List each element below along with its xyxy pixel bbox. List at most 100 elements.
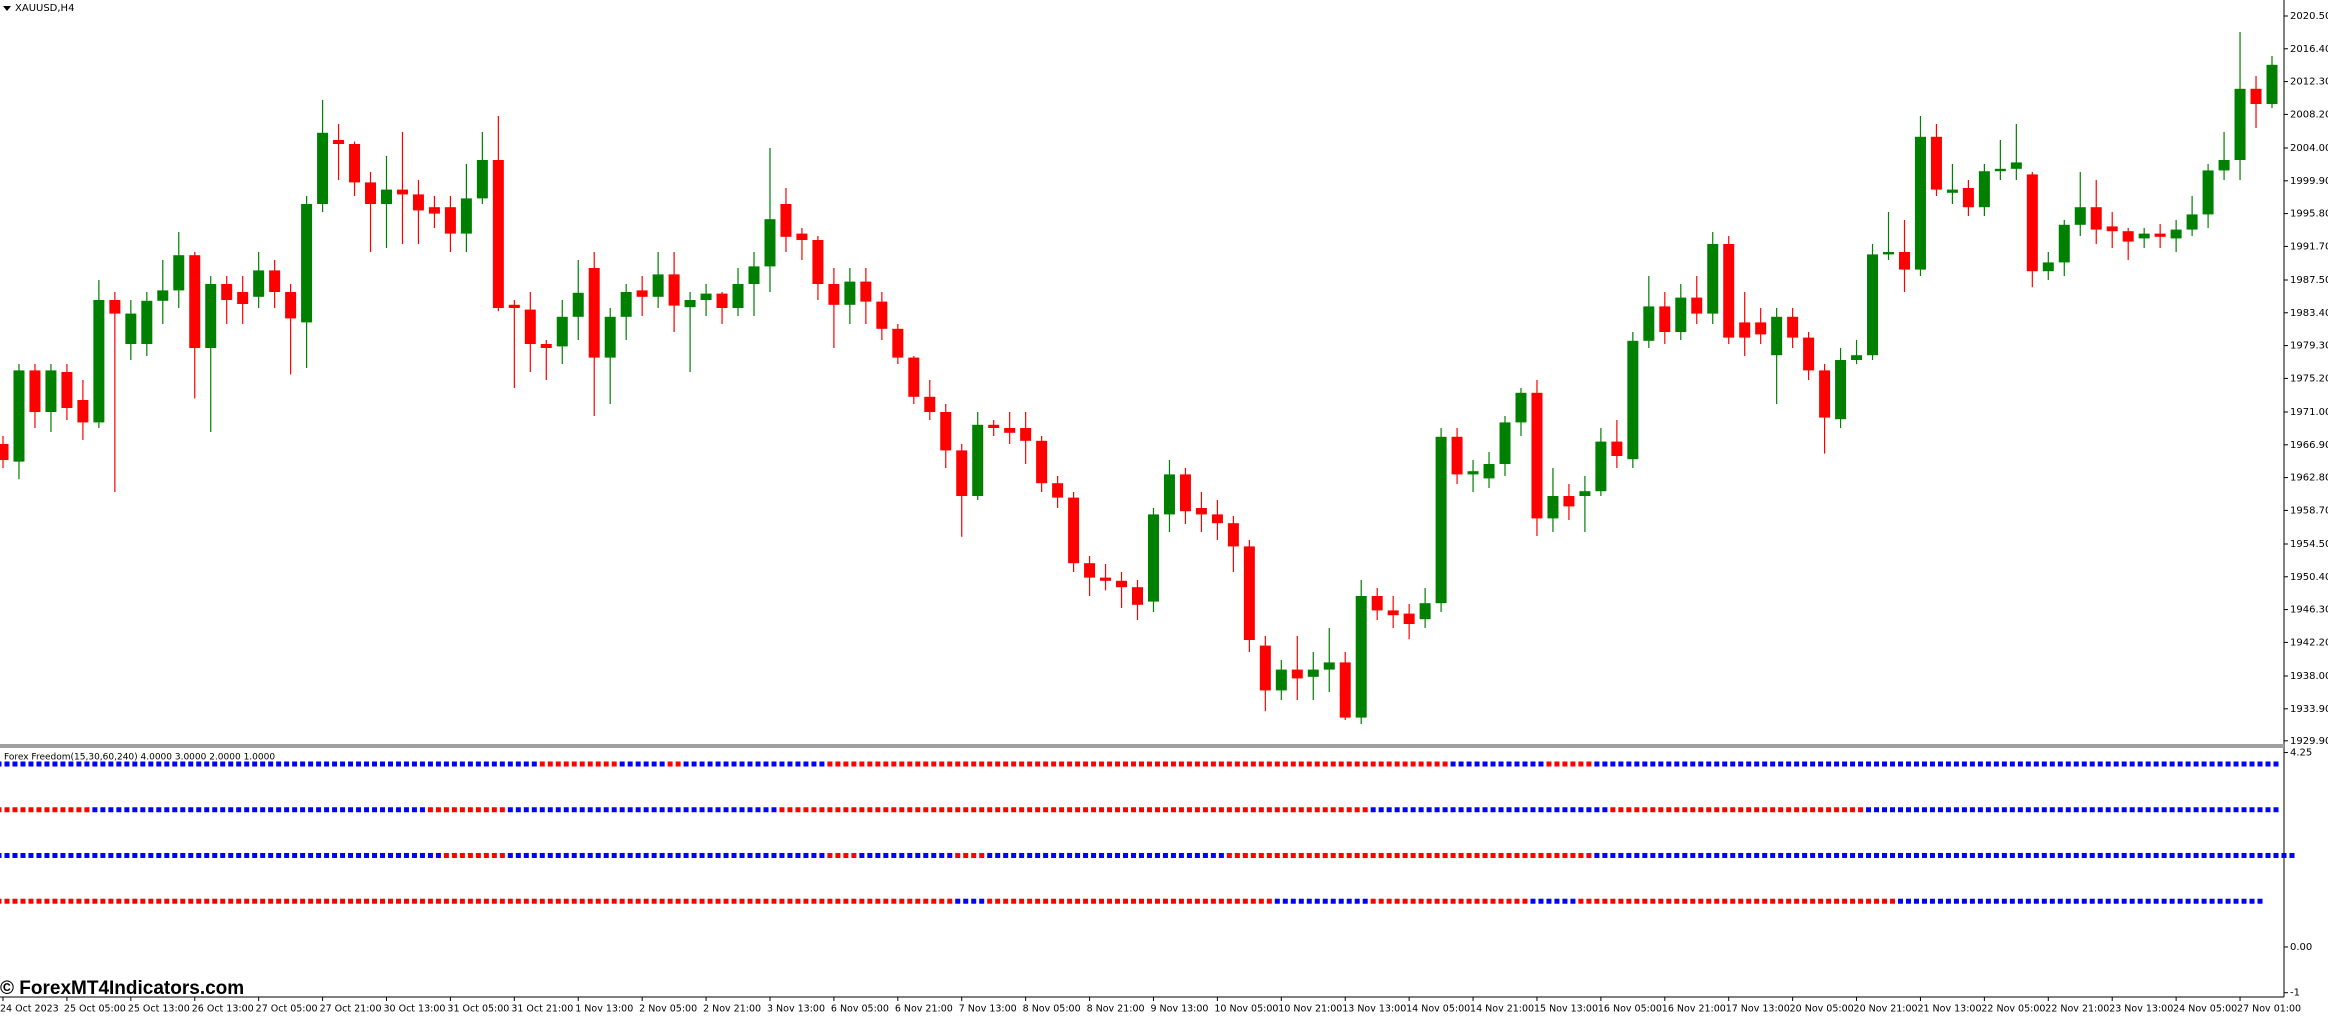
indicator-dot xyxy=(587,898,593,904)
indicator-dot xyxy=(1658,761,1664,767)
indicator-dot xyxy=(2097,761,2103,767)
indicator-dot xyxy=(1969,898,1975,904)
indicator-dot xyxy=(356,898,362,904)
candle-body xyxy=(524,309,536,344)
indicator-dot xyxy=(2025,852,2031,858)
y-tick-label: 1979.30 xyxy=(2290,341,2328,352)
indicator-dot xyxy=(1818,761,1824,767)
indicator-dot xyxy=(1338,761,1344,767)
indicator-dot xyxy=(411,761,417,767)
indicator-dot xyxy=(1218,761,1224,767)
indicator-dot xyxy=(1498,852,1504,858)
indicator-dot xyxy=(875,898,881,904)
indicator-dot xyxy=(332,852,338,858)
indicator-dot xyxy=(308,852,314,858)
indicator-dot xyxy=(995,761,1001,767)
indicator-dot xyxy=(403,852,409,858)
indicator-dot xyxy=(1578,761,1584,767)
y-tick-label: 1938.00 xyxy=(2290,671,2328,682)
indicator-dot xyxy=(348,898,354,904)
indicator-dot xyxy=(1674,807,1680,813)
indicator-dot xyxy=(827,898,833,904)
indicator-dot xyxy=(292,761,298,767)
indicator-dot xyxy=(1402,852,1408,858)
candle-body xyxy=(1627,340,1639,460)
y-tick-label: 1995.80 xyxy=(2290,209,2328,220)
indicator-dot xyxy=(1282,898,1288,904)
indicator-dot xyxy=(124,852,130,858)
indicator-dot xyxy=(947,761,953,767)
indicator-dot xyxy=(1266,807,1272,813)
indicator-dot xyxy=(611,761,617,767)
indicator-dot xyxy=(1929,761,1935,767)
indicator-dot xyxy=(499,852,505,858)
indicator-dot xyxy=(1714,807,1720,813)
candle-body xyxy=(237,292,249,304)
indicator-dot xyxy=(939,807,945,813)
indicator-dot xyxy=(1794,852,1800,858)
indicator-dot xyxy=(2209,761,2215,767)
candle-body xyxy=(1036,440,1048,484)
indicator-dot xyxy=(923,852,929,858)
indicator-dot xyxy=(691,761,697,767)
indicator-dot xyxy=(1107,852,1113,858)
indicator-dot xyxy=(1027,852,1033,858)
indicator-dot xyxy=(379,807,385,813)
menu-arrow[interactable] xyxy=(3,6,11,11)
indicator-dot xyxy=(268,807,274,813)
indicator-dot xyxy=(779,898,785,904)
indicator-dot xyxy=(324,807,330,813)
panel-separator xyxy=(0,744,2284,748)
indicator-dot xyxy=(2217,898,2223,904)
indicator-dot xyxy=(1945,898,1951,904)
indicator-dot xyxy=(1378,852,1384,858)
indicator-dot xyxy=(563,807,569,813)
indicator-dot xyxy=(132,761,138,767)
indicator-dot xyxy=(555,852,561,858)
indicator-dot xyxy=(324,852,330,858)
indicator-dot xyxy=(2145,807,2151,813)
indicator-dot xyxy=(2065,807,2071,813)
candle-body xyxy=(1004,428,1016,433)
indicator-dot xyxy=(332,761,338,767)
indicator-dot xyxy=(1834,761,1840,767)
indicator-dot xyxy=(2265,807,2271,813)
x-tick-label: 14 Nov 05:00 xyxy=(1406,1004,1470,1015)
indicator-dot xyxy=(2033,898,2039,904)
indicator-dot xyxy=(715,807,721,813)
indicator-dot xyxy=(220,807,226,813)
candle-body xyxy=(1675,297,1687,332)
indicator-dot xyxy=(443,898,449,904)
indicator-dot xyxy=(875,807,881,813)
indicator-dot xyxy=(1234,852,1240,858)
indicator-dot xyxy=(2105,807,2111,813)
indicator-title: Forex Freedom(15,30,60,240) 4.0000 3.000… xyxy=(4,753,275,763)
indicator-dot xyxy=(755,898,761,904)
indicator-dot xyxy=(2177,898,2183,904)
indicator-dot xyxy=(1314,852,1320,858)
indicator-dot xyxy=(1977,898,1983,904)
indicator-dot xyxy=(1874,807,1880,813)
indicator-dot xyxy=(1146,807,1152,813)
indicator-dot xyxy=(20,898,26,904)
indicator-dot xyxy=(1091,898,1097,904)
indicator-dot xyxy=(1218,852,1224,858)
candle-body xyxy=(1914,136,1926,270)
candle-body xyxy=(2234,88,2246,160)
indicator-dot xyxy=(2153,898,2159,904)
y-tick-label: 4.25 xyxy=(2290,748,2312,759)
candle-body xyxy=(1803,337,1815,371)
indicator-dot xyxy=(2153,852,2159,858)
indicator-dot xyxy=(1842,898,1848,904)
indicator-dot xyxy=(2105,852,2111,858)
indicator-dot xyxy=(52,852,58,858)
indicator-dot xyxy=(164,761,170,767)
candle-body xyxy=(700,293,712,300)
indicator-dot xyxy=(811,807,817,813)
indicator-dot xyxy=(2153,761,2159,767)
indicator-dot xyxy=(2081,761,2087,767)
indicator-dot xyxy=(1905,807,1911,813)
indicator-dot xyxy=(1139,898,1144,904)
x-tick-label: 8 Nov 21:00 xyxy=(1087,1004,1145,1015)
candle-body xyxy=(668,274,680,306)
